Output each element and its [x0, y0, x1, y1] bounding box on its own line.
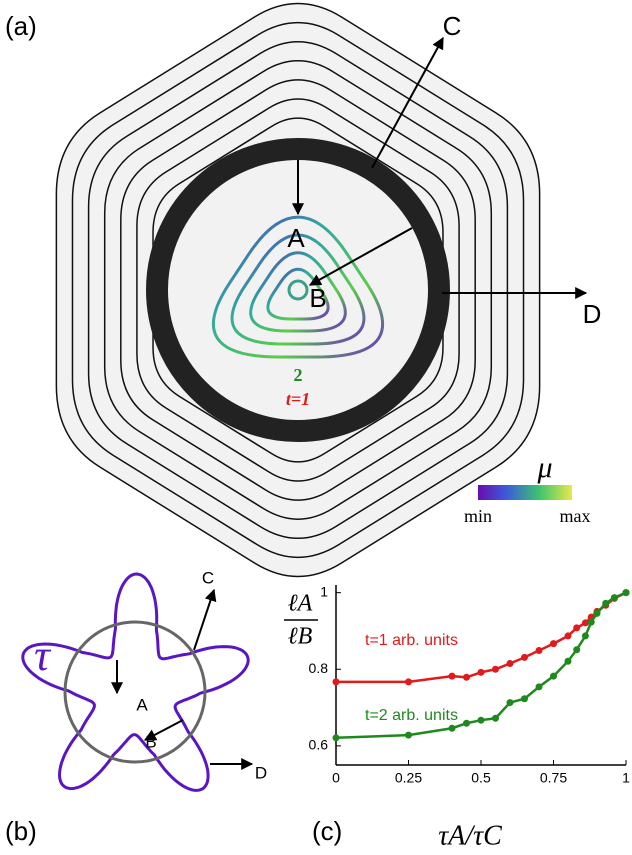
point [478, 669, 485, 676]
point [550, 640, 557, 647]
point [565, 658, 572, 665]
point [536, 647, 543, 654]
point-label: B [145, 732, 156, 751]
point-label: D [583, 299, 602, 329]
point-label: A [287, 223, 305, 253]
y-axis-label: ℓB [288, 624, 313, 650]
point [405, 732, 412, 739]
point [521, 654, 528, 661]
point [611, 594, 618, 601]
point [449, 673, 456, 680]
y-tick-label: 0.6 [309, 737, 329, 753]
point [602, 600, 609, 607]
x-tick-label: 0.5 [471, 770, 491, 786]
colorbar-title: μ [536, 451, 552, 484]
point [492, 715, 499, 722]
point [507, 699, 514, 706]
point-label: B [309, 283, 326, 313]
point-label: A [136, 695, 148, 714]
point [333, 734, 340, 741]
series-label: t=1 arb. units [365, 632, 458, 649]
point [573, 624, 580, 631]
contour-label: t=1 [286, 389, 310, 409]
point-label: D [255, 763, 267, 782]
tau-label: τ [34, 631, 52, 680]
panel-label: (a) [5, 11, 37, 41]
point [594, 610, 601, 617]
colorbar-max: max [560, 506, 591, 526]
arrow [194, 590, 214, 650]
point [623, 589, 630, 596]
panel-c: 0.6 0.8 1 0 0.25 0.5 0.75 1 τA/τC ℓA ℓB t=1 arb. un… [284, 583, 630, 851]
point [582, 632, 589, 639]
point-label: C [202, 568, 214, 587]
point [573, 646, 580, 653]
point-label: C [443, 11, 462, 41]
point [333, 678, 340, 685]
panel-a: AB C D 2 t=1 μ min max [56, 4, 601, 577]
tau-curve [23, 574, 248, 790]
colorbar-min: min [464, 506, 492, 526]
point [521, 695, 528, 702]
colorbar [478, 485, 572, 500]
point [588, 619, 595, 626]
point [463, 720, 470, 727]
point [478, 717, 485, 724]
x-tick-label: 0.25 [395, 770, 422, 786]
point [463, 674, 470, 681]
x-tick-label: 0 [332, 770, 340, 786]
panel-b: τ AB C D [23, 568, 267, 790]
circle [65, 622, 205, 762]
point [492, 666, 499, 673]
point [536, 683, 543, 690]
point [507, 660, 514, 667]
y-axis-label: ℓA [288, 591, 313, 617]
panel-label: (b) [5, 816, 37, 846]
x-tick-label: 1 [622, 770, 630, 786]
series-label: t=2 arb. units [365, 707, 458, 724]
point [565, 632, 572, 639]
point [405, 678, 412, 685]
y-tick-label: 1 [320, 583, 328, 599]
point [550, 673, 557, 680]
figure: ABCD2t=1μminmax τABCD 0.60.8100.250.50.7… [0, 0, 632, 855]
point [449, 725, 456, 732]
x-tick-label: 0.75 [540, 770, 567, 786]
x-axis-label: τA/τC [438, 820, 502, 851]
panel-label: (c) [312, 816, 342, 846]
y-tick-label: 0.8 [309, 660, 329, 676]
contour-label: 2 [294, 365, 303, 385]
